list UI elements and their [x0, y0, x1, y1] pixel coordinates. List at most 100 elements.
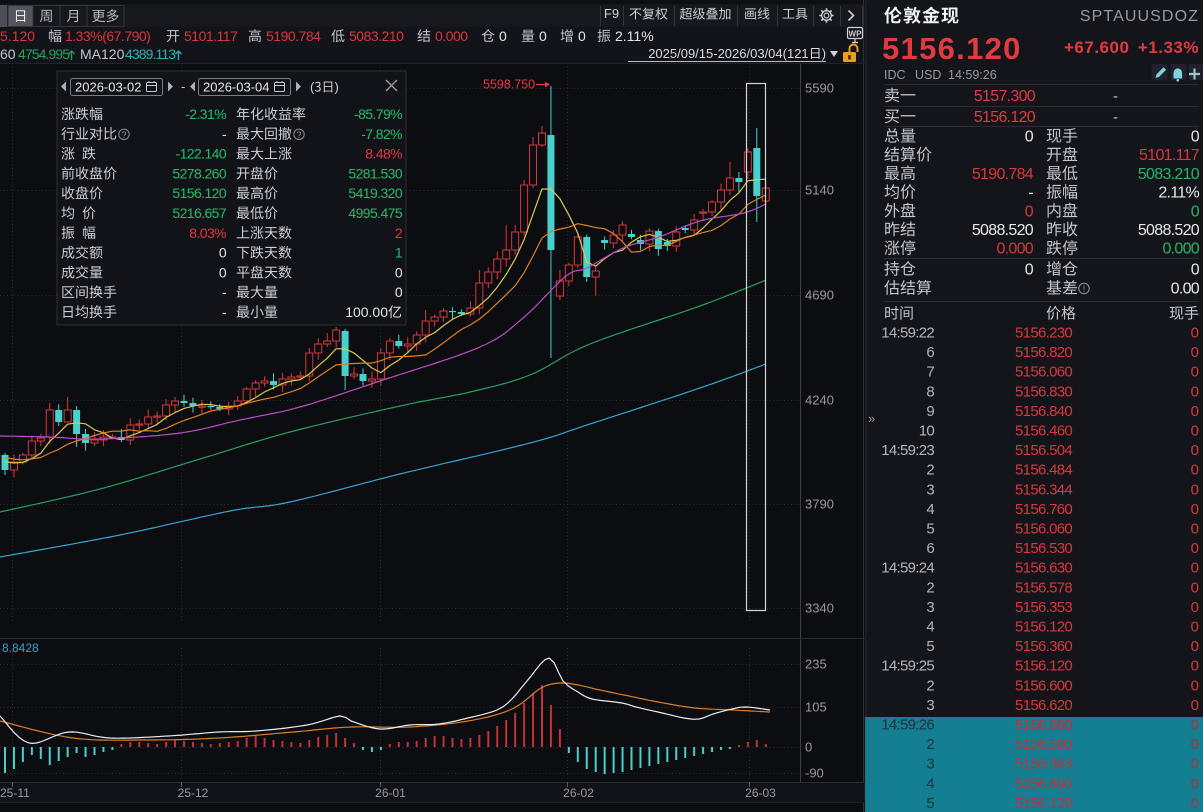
svg-text:0: 0 [1191, 403, 1199, 420]
svg-text:7: 7 [926, 364, 934, 381]
svg-text:235: 235 [805, 657, 827, 672]
svg-text:»: » [868, 411, 875, 426]
svg-text:): ) [822, 46, 826, 61]
svg-text:5156.120: 5156.120 [172, 185, 226, 201]
svg-text:0: 0 [1191, 481, 1199, 498]
svg-text:-: - [222, 304, 227, 320]
svg-text:0: 0 [1191, 344, 1199, 361]
svg-text:?: ? [296, 130, 301, 140]
svg-text:0: 0 [1191, 462, 1199, 479]
svg-text:3: 3 [926, 697, 934, 714]
svg-text:5156.120: 5156.120 [974, 109, 1036, 126]
svg-text:6: 6 [926, 344, 934, 361]
svg-text:14:59:23: 14:59:23 [881, 442, 934, 459]
svg-text:0: 0 [1191, 775, 1199, 792]
svg-text:5590: 5590 [805, 81, 834, 96]
svg-text:5140: 5140 [805, 183, 834, 198]
svg-text:0: 0 [1025, 203, 1034, 220]
svg-text:5.120: 5.120 [0, 28, 35, 44]
svg-text:!: ! [1083, 284, 1086, 294]
svg-text:8.48%: 8.48% [365, 146, 402, 162]
svg-text:3790: 3790 [805, 497, 834, 512]
svg-text:IDC: IDC [884, 68, 906, 82]
svg-text:MA120: MA120 [80, 46, 125, 62]
svg-text:5101.117: 5101.117 [1139, 147, 1200, 164]
svg-text:5088.520: 5088.520 [1138, 222, 1200, 239]
svg-text:2.11%: 2.11% [1158, 185, 1199, 202]
svg-text:0: 0 [1191, 129, 1200, 146]
svg-text:5156.230: 5156.230 [1015, 325, 1072, 342]
svg-text:-122.140: -122.140 [176, 146, 227, 162]
svg-text:25-12: 25-12 [178, 786, 209, 800]
svg-text:5156.460: 5156.460 [1015, 423, 1072, 440]
svg-text:14:59:26: 14:59:26 [948, 68, 997, 82]
svg-text:5156.360: 5156.360 [1015, 638, 1072, 655]
svg-text:25-11: 25-11 [0, 786, 30, 800]
svg-text:0: 0 [1191, 423, 1199, 440]
svg-text:-: - [222, 126, 227, 142]
svg-text:5156.630: 5156.630 [1015, 560, 1072, 577]
svg-text:0: 0 [395, 264, 403, 280]
svg-text:14:59:25: 14:59:25 [881, 658, 934, 675]
svg-text:0: 0 [1191, 717, 1199, 734]
svg-text:8.03%: 8.03% [189, 225, 226, 241]
svg-text:5083.210: 5083.210 [1138, 166, 1200, 183]
svg-text:5156.120: 5156.120 [1015, 619, 1072, 636]
svg-text:1.33%(67.790): 1.33%(67.790) [65, 28, 150, 44]
svg-text:5598.750: 5598.750 [483, 78, 535, 92]
svg-text:5156.690: 5156.690 [1015, 775, 1072, 792]
svg-text:5083.210: 5083.210 [349, 28, 404, 44]
svg-text:-: - [222, 284, 227, 300]
svg-text:5088.520: 5088.520 [972, 222, 1034, 239]
svg-text:8: 8 [926, 383, 934, 400]
svg-text:5156.120: 5156.120 [882, 31, 1022, 66]
svg-text:0: 0 [1191, 262, 1200, 279]
svg-text:5156.120: 5156.120 [1015, 658, 1072, 675]
svg-text:2: 2 [395, 225, 403, 241]
svg-text:26-01: 26-01 [375, 786, 406, 800]
svg-text:-7.82%: -7.82% [361, 126, 402, 142]
svg-text:0: 0 [805, 740, 812, 755]
svg-text:3340: 3340 [805, 601, 834, 616]
svg-text:0: 0 [1191, 364, 1199, 381]
svg-text:60: 60 [0, 46, 16, 62]
svg-text:4240: 4240 [805, 393, 834, 408]
svg-text:0: 0 [1191, 795, 1199, 812]
svg-text:5156.353: 5156.353 [1015, 599, 1072, 616]
svg-text:0: 0 [1191, 756, 1199, 773]
svg-text:0: 0 [1191, 325, 1199, 342]
svg-text:5156.578: 5156.578 [1015, 579, 1072, 596]
svg-text:5156.660: 5156.660 [1015, 717, 1072, 734]
svg-text:2: 2 [926, 736, 934, 753]
svg-text:2025/09/15-2026/03/04(121: 2025/09/15-2026/03/04(121 [648, 46, 808, 61]
svg-text:-: - [181, 79, 185, 94]
svg-text:2: 2 [926, 677, 934, 694]
svg-text:0: 0 [1191, 501, 1199, 518]
svg-text:0: 0 [1025, 262, 1034, 279]
svg-text:0: 0 [499, 28, 507, 44]
svg-text:5101.117: 5101.117 [184, 28, 238, 44]
svg-text:2026-03-04: 2026-03-04 [203, 80, 270, 95]
svg-text:0: 0 [1191, 697, 1199, 714]
svg-text:+67.600: +67.600 [1064, 38, 1129, 57]
svg-text:2026-03-02: 2026-03-02 [75, 80, 142, 95]
svg-text:0: 0 [1191, 442, 1199, 459]
svg-text:5156.840: 5156.840 [1015, 403, 1072, 420]
svg-text:5156.120: 5156.120 [1015, 795, 1072, 812]
svg-text:5190.784: 5190.784 [266, 28, 321, 44]
svg-text:0: 0 [1025, 129, 1034, 146]
svg-text:0: 0 [1191, 203, 1200, 220]
svg-text:-85.79%: -85.79% [354, 106, 402, 122]
svg-text:(: ( [310, 80, 315, 95]
svg-text:4995.475: 4995.475 [348, 205, 402, 221]
svg-text:+1.33%: +1.33% [1138, 38, 1199, 57]
svg-text:4389.113: 4389.113 [125, 46, 176, 62]
svg-text:5278.260: 5278.260 [172, 165, 226, 181]
svg-text:0.00: 0.00 [1171, 281, 1200, 298]
svg-text:3: 3 [926, 756, 934, 773]
svg-text:5156.820: 5156.820 [1015, 344, 1072, 361]
svg-text:0: 0 [1191, 658, 1199, 675]
svg-text:5216.657: 5216.657 [172, 205, 226, 221]
svg-text:9: 9 [926, 403, 934, 420]
svg-text:5156.620: 5156.620 [1015, 697, 1072, 714]
